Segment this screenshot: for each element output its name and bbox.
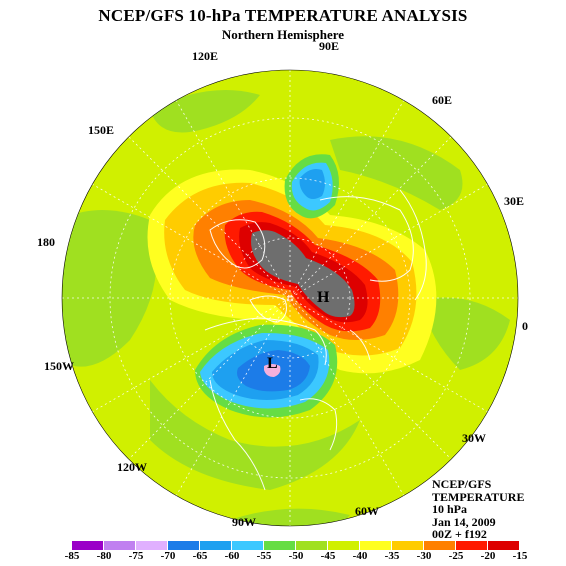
colorbar-swatch [168, 541, 199, 550]
temperature-field [62, 70, 518, 526]
colorbar-tick-label: -65 [192, 550, 208, 562]
lon-label-60w: 60W [355, 504, 379, 518]
colorbar-tick-label: -30 [416, 550, 432, 562]
colorbar-swatch [200, 541, 231, 550]
lon-label-90w: 90W [232, 515, 256, 529]
colorbar-tick-label: -25 [448, 550, 464, 562]
colorbar-tick-label: -45 [320, 550, 336, 562]
info-source: NCEP/GFS [432, 477, 492, 491]
colorbar-swatch [72, 541, 103, 550]
lon-label-150e: 150E [88, 123, 114, 137]
colorbar-swatch [232, 541, 263, 550]
colorbar-tick-label: -80 [96, 550, 112, 562]
colorbar-swatch [360, 541, 391, 550]
lon-label-90e: 90E [319, 39, 339, 53]
colorbar-tick-label: -35 [384, 550, 400, 562]
colorbar-swatch [136, 541, 167, 550]
colorbar-swatch [296, 541, 327, 550]
colorbar-tick-label: -70 [160, 550, 176, 562]
colorbar-swatch [488, 541, 519, 550]
colorbar-swatch [424, 541, 455, 550]
colorbar-tick-label: -60 [224, 550, 240, 562]
colorbar-tick-label: -55 [256, 550, 272, 562]
lon-label-120e: 120E [192, 49, 218, 63]
colorbar-swatch [392, 541, 423, 550]
map-subtitle: Northern Hemisphere [221, 27, 345, 42]
info-date: Jan 14, 2009 [432, 514, 496, 529]
colorbar-tick-label: -40 [352, 550, 368, 562]
temperature-colorbar [72, 541, 520, 551]
colorbar-tick-label: -75 [128, 550, 144, 562]
colorbar-swatch [264, 541, 295, 550]
info-level: 10 hPa [432, 502, 468, 516]
lon-label-30w: 30W [462, 431, 486, 445]
lon-label-30e: 30E [504, 194, 524, 208]
lon-label-180: 180 [37, 235, 55, 249]
info-variable: TEMPERATURE [432, 489, 525, 504]
colorbar-tick-label: -20 [480, 550, 496, 562]
map-title: NCEP/GFS 10-hPa TEMPERATURE ANALYSIS [98, 6, 468, 25]
colorbar-swatch [456, 541, 487, 550]
colorbar-tick-label: -50 [288, 550, 304, 562]
colorbar-tick-label: -15 [512, 550, 528, 562]
high-pressure-center: H [317, 289, 330, 306]
lon-label-60e: 60E [432, 93, 452, 107]
colorbar-tick-label: -85 [64, 550, 80, 562]
info-forecast: 00Z + f192 [432, 527, 487, 541]
lon-label-0: 0 [522, 319, 528, 333]
colorbar-swatch [104, 541, 135, 550]
lon-label-150w: 150W [44, 359, 74, 373]
low-pressure-center: L [267, 355, 278, 372]
info-box: NCEP/GFS TEMPERATURE 10 hPa Jan 14, 2009… [432, 478, 524, 541]
colorbar-swatch [328, 541, 359, 550]
lon-label-120w: 120W [117, 460, 147, 474]
